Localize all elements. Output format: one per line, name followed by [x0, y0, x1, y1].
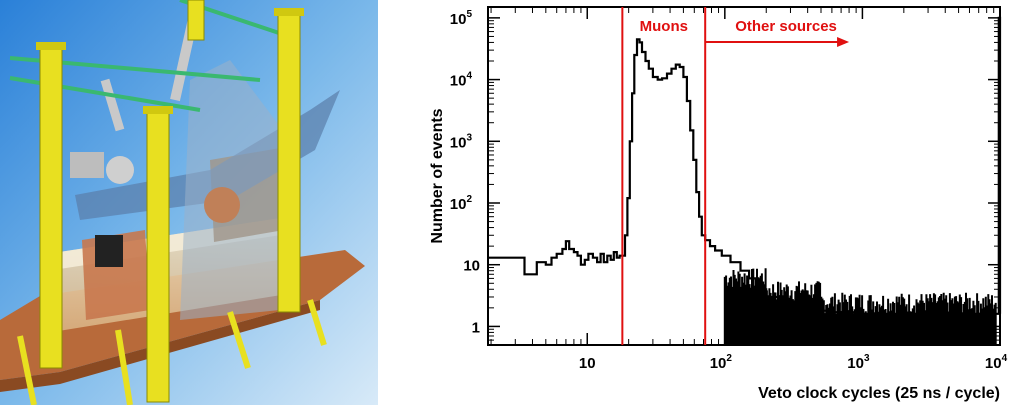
histogram-series [488, 16, 1002, 315]
histogram-panel: 10 102 103 104 1 10 102 103 104 105 Muons Other s… [378, 0, 1016, 405]
y-tick-exponent: 4 [466, 71, 472, 82]
detector-render-panel [0, 0, 378, 406]
muons-label: Muons [640, 18, 688, 35]
y-tick-label: 10 [463, 258, 480, 275]
x-tick-label: 104 [985, 353, 1008, 372]
x-tick-label: 10 [579, 355, 596, 372]
y-axis-title: Number of events [429, 108, 446, 243]
y-tick-exponent: 2 [466, 194, 472, 205]
other-sources-arrow [705, 37, 850, 47]
y-tick-exponent: 3 [466, 132, 472, 143]
region-lines [621, 7, 707, 345]
series-layer [488, 16, 1002, 345]
x-tick-label: 103 [847, 353, 870, 372]
y-tick-label: 1 [472, 319, 480, 336]
arrow-head-icon [837, 37, 850, 47]
x-tick-label: 102 [710, 353, 733, 372]
x-tick-exponent: 3 [864, 353, 870, 364]
x-axis-title: Veto clock cycles (25 ns / cycle) [758, 385, 1000, 402]
y-tick-exponent: 5 [466, 9, 472, 20]
y-tick-label: 103 [450, 132, 473, 151]
histogram-chart: 10 102 103 104 1 10 102 103 104 105 Muons Other s… [429, 6, 1008, 402]
x-tick-exponent: 2 [726, 353, 732, 364]
other-sources-label: Other sources [735, 18, 837, 35]
y-tick-label: 104 [450, 71, 473, 90]
detector-setup-3d-render-icon [0, 0, 378, 406]
y-tick-label: 102 [450, 194, 473, 213]
x-tick-exponent: 4 [1002, 353, 1008, 364]
y-tick-label: 105 [450, 9, 473, 28]
histogram-tail-noise [723, 268, 997, 345]
